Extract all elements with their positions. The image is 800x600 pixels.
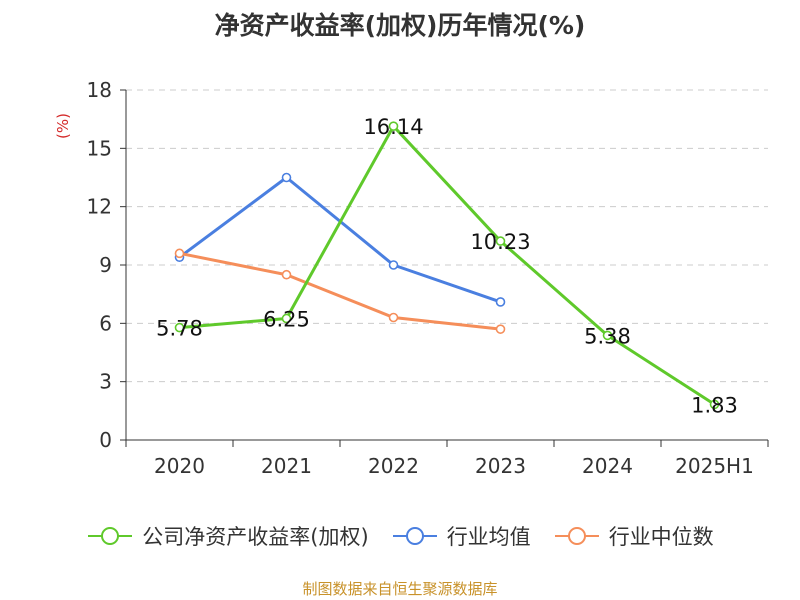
legend-item[interactable]: 公司净资产收益率(加权) — [86, 521, 369, 551]
data-point — [174, 248, 185, 259]
legend-swatch — [554, 527, 599, 545]
legend-item[interactable]: 行业中位数 — [553, 521, 714, 551]
chart-title: 净资产收益率(加权)历年情况(%) — [214, 11, 586, 40]
legend-swatch-marker — [567, 527, 586, 545]
y-tick-label: 3 — [99, 370, 112, 394]
legend-swatch — [88, 527, 133, 545]
data-point — [281, 172, 292, 183]
legend-label: 行业均值 — [446, 525, 531, 549]
legend: 公司净资产收益率(加权) 行业均值 行业中位数 — [0, 520, 800, 552]
data-labels: 5.78 6.25 16.14 10.23 5.38 1.83 — [156, 115, 738, 417]
series-line-2 — [179, 251, 501, 331]
data-point — [495, 236, 506, 246]
y-tick-label: 9 — [99, 253, 112, 277]
data-label: 5.78 — [156, 317, 203, 341]
data-point — [281, 269, 292, 280]
data-label: 1.83 — [691, 393, 738, 417]
data-point — [388, 121, 399, 131]
legend-item[interactable]: 行业均值 — [391, 521, 531, 551]
data-point — [495, 297, 506, 307]
y-tick-label: 15 — [87, 136, 112, 160]
data-point — [388, 312, 399, 323]
data-label: 16.14 — [363, 115, 423, 139]
series-line-0 — [179, 124, 716, 406]
x-tick-label: 2022 — [368, 454, 419, 478]
grid-lines — [126, 89, 768, 383]
data-label: 6.25 — [263, 307, 310, 331]
legend-swatch-marker — [101, 527, 120, 545]
data-point — [174, 322, 185, 333]
source-note: 制图数据来自恒生聚源数据库 — [302, 580, 498, 598]
y-tick-label: 18 — [87, 78, 112, 102]
series-lines — [174, 121, 720, 410]
y-axis-label: (%) — [54, 113, 72, 139]
y-tick-label: 12 — [87, 195, 112, 219]
x-tick-label: 2025H1 — [675, 454, 754, 478]
x-tick-label: 2020 — [154, 454, 205, 478]
legend-swatch-marker — [405, 527, 424, 545]
legend-label: 公司净资产收益率(加权) — [142, 525, 369, 549]
data-point — [281, 313, 292, 324]
y-tick-label: 0 — [99, 428, 112, 452]
axes: 0 3 6 9 12 15 18 2020 2021 2022 2023 2024 2025H1 (%) — [54, 78, 769, 478]
x-tick-label: 2021 — [261, 454, 312, 478]
data-label: 5.38 — [584, 324, 631, 348]
legend-label: 行业中位数 — [608, 525, 714, 549]
data-point — [388, 260, 399, 270]
data-label: 10.23 — [470, 230, 530, 254]
data-point — [709, 399, 720, 410]
series-line-1 — [178, 176, 501, 304]
data-point — [602, 330, 613, 341]
x-tick-label: 2024 — [582, 454, 633, 478]
data-point — [495, 324, 506, 334]
legend-swatch — [392, 527, 437, 545]
y-tick-label: 6 — [99, 311, 112, 335]
x-tick-label: 2023 — [475, 454, 526, 478]
